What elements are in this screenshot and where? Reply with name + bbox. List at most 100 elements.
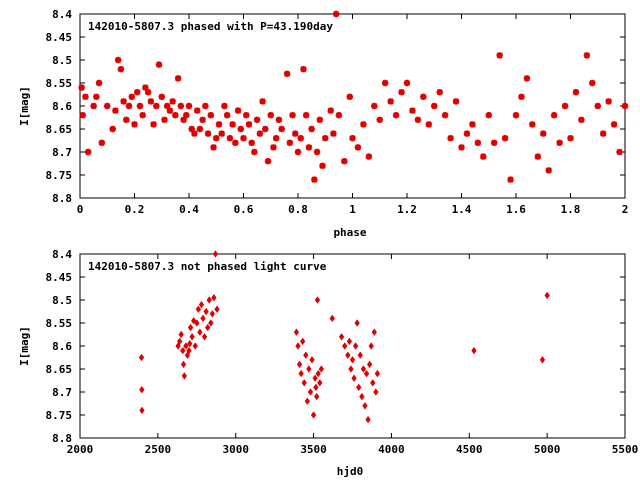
data-point (214, 305, 220, 313)
data-point (240, 135, 247, 142)
data-point (211, 293, 217, 302)
data-point (316, 116, 323, 123)
data-point (196, 125, 204, 133)
data-point (474, 139, 482, 146)
data-point (180, 346, 186, 355)
data-point (621, 102, 629, 110)
data-point (567, 135, 574, 142)
data-point (259, 98, 266, 105)
data-point (345, 351, 351, 359)
y-tick-label: 8.7 (52, 146, 72, 159)
data-point (153, 102, 160, 110)
data-point (84, 148, 92, 156)
data-point (392, 112, 400, 119)
y-tick-label: 8.4 (52, 8, 72, 21)
data-point (201, 333, 208, 341)
data-point (360, 121, 367, 128)
data-point (283, 70, 291, 77)
data-point (131, 121, 138, 128)
data-point (365, 153, 373, 160)
data-point (414, 116, 422, 123)
phased-light-curve-plot: 142010-5807.3 phased with P=43.190day ph… (18, 8, 628, 239)
y-tick-label: 8.7 (52, 386, 72, 399)
y-tick-label: 8.8 (52, 432, 72, 445)
phased-plot-title: 142010-5807.3 phased with P=43.190day (88, 20, 333, 33)
data-point (229, 121, 236, 128)
data-point (368, 342, 374, 350)
x-tick-label: 0.4 (179, 203, 199, 216)
x-tick-label: 4000 (378, 443, 405, 456)
plot-frame (79, 253, 626, 439)
data-point (264, 158, 272, 165)
data-point (289, 112, 296, 119)
data-point (114, 56, 122, 64)
data-point (195, 305, 202, 313)
data-point (342, 342, 348, 350)
data-point (278, 125, 285, 133)
data-point (90, 102, 97, 110)
data-point (237, 125, 244, 133)
data-point (186, 346, 192, 355)
data-point (134, 89, 141, 96)
y-tick-label: 8.5 (52, 54, 72, 67)
y-tick-label: 8.8 (52, 192, 72, 205)
data-point (243, 112, 250, 119)
data-point (109, 125, 116, 133)
data-point (540, 130, 547, 137)
data-point (420, 93, 427, 100)
data-point (199, 116, 206, 123)
data-point (301, 379, 307, 387)
x-tick-label: 1.8 (561, 203, 581, 216)
data-point (305, 144, 313, 151)
data-point (523, 75, 531, 82)
data-point (387, 98, 394, 105)
data-point (605, 98, 612, 105)
data-point (365, 415, 371, 424)
data-point (180, 360, 187, 369)
x-tick-label: 3000 (222, 443, 249, 456)
data-point (346, 337, 353, 346)
data-point (319, 162, 326, 169)
y-tick-label: 8.6 (52, 100, 72, 113)
data-point (294, 148, 302, 156)
data-point (329, 314, 335, 323)
x-tick-label: 1 (349, 203, 356, 216)
data-point (374, 369, 381, 378)
data-point (322, 135, 329, 142)
data-point (458, 144, 465, 151)
data-point (349, 356, 356, 364)
phased-plot-ylabel: I[mag] (18, 86, 31, 126)
data-point (463, 130, 471, 137)
data-point (286, 139, 294, 146)
data-point (485, 112, 492, 119)
data-point (318, 365, 325, 373)
data-point (192, 342, 198, 350)
data-point (469, 121, 476, 128)
data-point (332, 10, 340, 18)
data-point (253, 116, 261, 123)
data-point (275, 116, 283, 123)
data-point (223, 112, 231, 119)
data-point (213, 135, 220, 142)
data-point (169, 98, 176, 105)
data-point (215, 121, 223, 128)
data-point (112, 107, 119, 114)
data-point (295, 342, 301, 350)
data-point (545, 167, 552, 174)
data-point (200, 314, 206, 323)
x-tick-label: 4500 (456, 443, 483, 456)
data-point (376, 116, 383, 123)
data-point (203, 307, 209, 316)
y-tick-label: 8.55 (46, 317, 73, 330)
data-point (98, 139, 105, 146)
data-point (310, 411, 317, 419)
data-point (183, 112, 190, 119)
data-point (155, 61, 163, 68)
data-point (142, 84, 149, 91)
unphased-plot-title: 142010-5807.3 not phased light curve (88, 260, 327, 273)
data-point (164, 102, 171, 110)
x-tick-label: 0.8 (288, 203, 308, 216)
x-tick-label: 0 (77, 203, 84, 216)
y-tick-label: 8.4 (52, 248, 72, 261)
data-point (158, 93, 165, 100)
